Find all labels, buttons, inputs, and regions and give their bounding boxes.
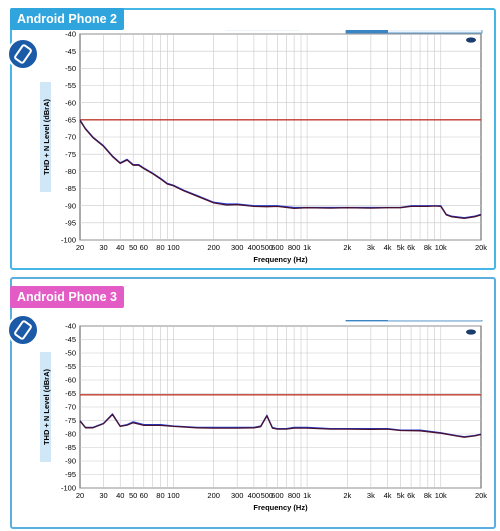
x-tick-label: 20 — [76, 243, 84, 252]
x-tick-label: 80 — [156, 243, 164, 252]
x-tick-label: 40 — [116, 491, 124, 500]
x-tick-label: 1k — [303, 243, 311, 252]
x-tick-label: 8k — [424, 243, 432, 252]
y-tick-label: -55 — [65, 81, 76, 90]
y-tick-label: -60 — [65, 376, 76, 385]
series-line-ch2 — [79, 413, 482, 438]
eye-icon — [466, 329, 476, 335]
x-tick-label: 400 — [248, 491, 261, 500]
x-tick-label: 10k — [435, 243, 447, 252]
y-tick-label: -50 — [65, 349, 76, 358]
x-tick-label: 50 — [129, 243, 137, 252]
x-tick-label: 300 — [231, 243, 244, 252]
y-tick-label: -70 — [65, 403, 76, 412]
x-tick-label: 10k — [435, 491, 447, 500]
x-tick-label: 100 — [167, 491, 180, 500]
phone-label-tag: Android Phone 3 — [10, 286, 124, 308]
x-tick-label: 30 — [99, 491, 107, 500]
x-tick-label: 600 — [271, 491, 284, 500]
y-tick-label: -70 — [65, 133, 76, 142]
x-tick-label: 6k — [407, 243, 415, 252]
x-tick-label: 800 — [288, 491, 301, 500]
series-line-ch2 — [79, 120, 482, 220]
y-tick-label: -55 — [65, 362, 76, 371]
x-tick-label: 80 — [156, 491, 164, 500]
x-tick-label: 2k — [343, 243, 351, 252]
x-tick-label: 100 — [167, 243, 180, 252]
x-axis-label: Frequency (Hz) — [253, 503, 308, 512]
y-axis-label: THD + N Level (dBrA) — [42, 98, 51, 175]
x-tick-label: 500 — [261, 243, 274, 252]
x-tick-label: 400 — [248, 243, 261, 252]
x-tick-label: 8k — [424, 491, 432, 500]
x-tick-label: 60 — [140, 491, 148, 500]
x-tick-label: 5k — [397, 243, 405, 252]
x-tick-label: 20k — [475, 243, 487, 252]
x-tick-label: 2k — [343, 491, 351, 500]
y-tick-label: -45 — [65, 335, 76, 344]
x-tick-label: 200 — [207, 243, 220, 252]
y-tick-label: -100 — [61, 236, 76, 245]
y-axis-label: THD + N Level (dBrA) — [42, 368, 51, 445]
x-tick-label: 4k — [384, 491, 392, 500]
x-tick-label: 200 — [207, 491, 220, 500]
legend-header-bg — [346, 30, 388, 33]
y-tick-label: -80 — [65, 430, 76, 439]
x-tick-label: 4k — [384, 243, 392, 252]
y-tick-label: -100 — [61, 484, 76, 493]
y-tick-label: -90 — [65, 457, 76, 466]
x-tick-label: 50 — [129, 491, 137, 500]
y-tick-label: -85 — [65, 184, 76, 193]
x-axis-label: Frequency (Hz) — [253, 255, 308, 264]
y-tick-label: -95 — [65, 470, 76, 479]
y-tick-label: -75 — [65, 150, 76, 159]
x-tick-label: 300 — [231, 491, 244, 500]
x-tick-label: 5k — [397, 491, 405, 500]
y-tick-label: -40 — [65, 322, 76, 331]
phone-rotate-icon — [7, 38, 39, 70]
x-tick-label: 800 — [288, 243, 301, 252]
x-tick-label: 20k — [475, 491, 487, 500]
y-tick-label: -75 — [65, 416, 76, 425]
x-tick-label: 1k — [303, 491, 311, 500]
y-tick-label: -80 — [65, 167, 76, 176]
thd-chart-2: -40 -45 -50 -55 -60 -65 -70 -75 -80 -85 -90 -95 -100… — [40, 320, 487, 512]
x-tick-label: 20 — [76, 491, 84, 500]
y-axis-label-box — [40, 352, 51, 462]
y-tick-label: -50 — [65, 64, 76, 73]
eye-icon — [466, 37, 476, 43]
x-tick-label: 600 — [271, 243, 284, 252]
x-tick-label: 6k — [407, 491, 415, 500]
y-tick-label: -85 — [65, 443, 76, 452]
legend-header-bg — [346, 320, 388, 321]
y-tick-label: -90 — [65, 201, 76, 210]
y-axis-label-box — [40, 82, 51, 192]
legend-header: Data — [356, 30, 378, 32]
y-tick-label: -60 — [65, 98, 76, 107]
phone-label-tag: Android Phone 2 — [10, 8, 124, 30]
legend-label-ch2: Ch2 — [452, 30, 466, 31]
x-tick-label: 40 — [116, 243, 124, 252]
x-tick-label: 30 — [99, 243, 107, 252]
x-tick-label: 60 — [140, 243, 148, 252]
legend-box — [345, 320, 483, 322]
y-tick-label: -95 — [65, 218, 76, 227]
thd-chart-1: -40 -45 -50 -55 -60 -65 -70 -75 -80 -85 -90 -95 -100… — [40, 30, 487, 264]
x-tick-label: 500 — [261, 491, 274, 500]
legend-box — [345, 30, 483, 34]
y-tick-label: -40 — [65, 30, 76, 39]
y-tick-label: -65 — [65, 389, 76, 398]
legend-label-ch1: Ch1 — [408, 30, 422, 31]
x-tick-label: 3k — [367, 243, 375, 252]
phone-rotate-icon — [7, 314, 39, 346]
y-tick-label: -45 — [65, 47, 76, 56]
y-tick-label: -65 — [65, 115, 76, 124]
x-tick-label: 3k — [367, 491, 375, 500]
